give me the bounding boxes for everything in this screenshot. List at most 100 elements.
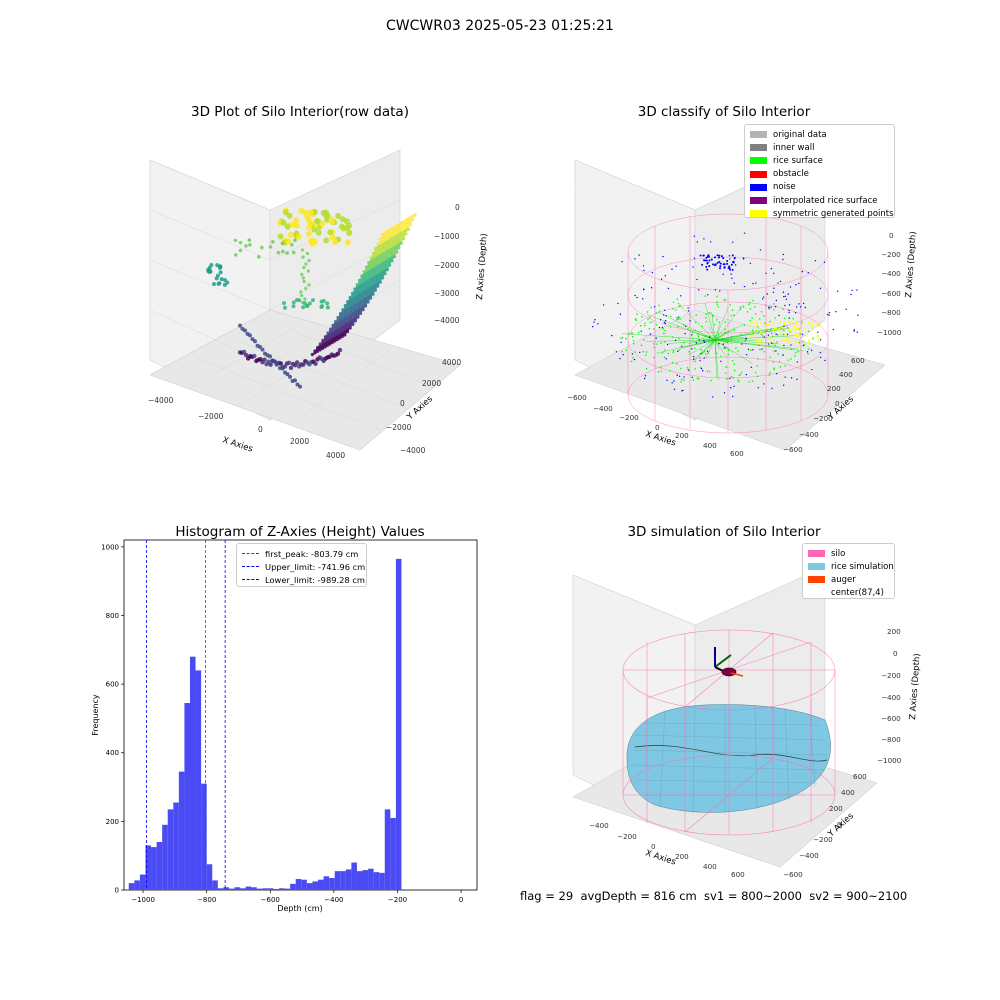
- noise-point: [666, 379, 668, 381]
- data-point: [394, 247, 399, 251]
- rice-surface-point: [688, 350, 690, 353]
- rice-surface-point: [647, 318, 649, 321]
- rice-surface-point: [763, 350, 765, 353]
- panel4-xtick: 600: [731, 870, 745, 879]
- histogram-bar: [234, 887, 241, 890]
- data-point: [318, 342, 322, 346]
- noise-point: [761, 298, 764, 300]
- data-point: [413, 213, 417, 217]
- symmetric-point: [794, 324, 797, 327]
- rice-surface-point: [634, 318, 637, 320]
- rice-surface-point: [730, 314, 733, 317]
- rice-surface-point: [756, 365, 759, 367]
- data-point: [392, 246, 396, 250]
- data-point: [331, 323, 335, 327]
- symmetric-point: [806, 334, 809, 337]
- rice-surface-ray: [711, 311, 716, 341]
- data-point: [388, 231, 392, 235]
- rice-surface-ray: [714, 338, 746, 341]
- data-point: [346, 230, 353, 237]
- data-point: [356, 296, 360, 300]
- data-point: [370, 268, 374, 272]
- rice-surface-ray: [714, 337, 718, 341]
- data-point: [375, 271, 379, 275]
- noise-point: [718, 267, 721, 270]
- data-point: [324, 212, 331, 219]
- symmetric-point: [795, 327, 798, 330]
- data-point: [305, 251, 309, 256]
- data-point: [288, 374, 292, 379]
- data-point: [368, 283, 372, 288]
- noise-point: [693, 358, 695, 360]
- data-point: [338, 316, 343, 321]
- panel4-ztick: −600: [881, 714, 901, 723]
- data-point: [378, 269, 382, 273]
- noise-point: [771, 387, 773, 390]
- data-point: [370, 279, 375, 283]
- noise-point: [789, 286, 792, 288]
- data-point: [382, 257, 386, 262]
- data-point: [301, 276, 306, 280]
- rice-surface-point: [764, 322, 766, 325]
- data-point: [384, 241, 388, 245]
- histogram-xtick-label: −200: [388, 896, 407, 904]
- symmetric-point: [756, 323, 759, 326]
- legend-item-rice-surface: rice surface: [750, 154, 888, 167]
- data-point: [341, 320, 345, 324]
- noise-point: [636, 296, 638, 299]
- noise-point: [643, 288, 645, 291]
- noise-point: [733, 282, 736, 284]
- data-point: [351, 316, 355, 320]
- rice-surface-point: [620, 337, 622, 339]
- data-point: [376, 251, 381, 256]
- data-point: [371, 287, 375, 291]
- symmetric-point: [752, 334, 755, 337]
- data-point: [222, 278, 227, 283]
- rice-surface-point: [773, 303, 775, 305]
- histogram-bar: [273, 888, 280, 890]
- data-point: [380, 265, 384, 269]
- data-point: [381, 245, 385, 250]
- panel2-ytick: 0: [835, 399, 840, 408]
- noise-point: [659, 319, 662, 321]
- data-point: [376, 248, 380, 253]
- panel1-ytick: 2000: [422, 379, 441, 388]
- rice-surface-point: [799, 333, 801, 335]
- data-point: [343, 313, 348, 318]
- rice-surface-point: [676, 316, 678, 319]
- rice-surface-point: [743, 324, 746, 326]
- data-point: [378, 280, 382, 284]
- rice-surface-point: [794, 355, 796, 357]
- noise-point: [655, 337, 657, 339]
- data-point: [338, 314, 343, 318]
- histogram-bar: [279, 888, 285, 890]
- panel4-xtick: −400: [589, 821, 609, 830]
- data-point: [353, 295, 357, 299]
- rice-surface-point: [739, 308, 742, 311]
- noise-point: [716, 261, 719, 264]
- data-point: [404, 232, 408, 236]
- noise-point: [801, 333, 804, 336]
- noise-point: [681, 345, 683, 347]
- noise-point: [759, 249, 762, 251]
- noise-point: [820, 356, 822, 359]
- data-point: [363, 301, 368, 306]
- rice-surface-point: [729, 303, 732, 306]
- panel1-xtick: 4000: [326, 451, 345, 460]
- noise-point: [653, 306, 656, 308]
- noise-point: [775, 333, 777, 336]
- data-point: [366, 298, 370, 302]
- noise-point: [826, 313, 829, 316]
- noise-point: [770, 306, 772, 308]
- noise-point: [729, 268, 732, 271]
- noise-point: [757, 386, 759, 389]
- noise-point: [667, 287, 670, 290]
- data-point: [379, 253, 383, 257]
- rice-surface-point: [712, 315, 714, 318]
- data-point: [374, 247, 378, 251]
- data-point: [348, 315, 353, 319]
- noise-point: [786, 333, 789, 336]
- noise-point: [703, 259, 706, 262]
- panel2-xtick: 400: [703, 441, 717, 450]
- symmetric-point: [811, 325, 814, 328]
